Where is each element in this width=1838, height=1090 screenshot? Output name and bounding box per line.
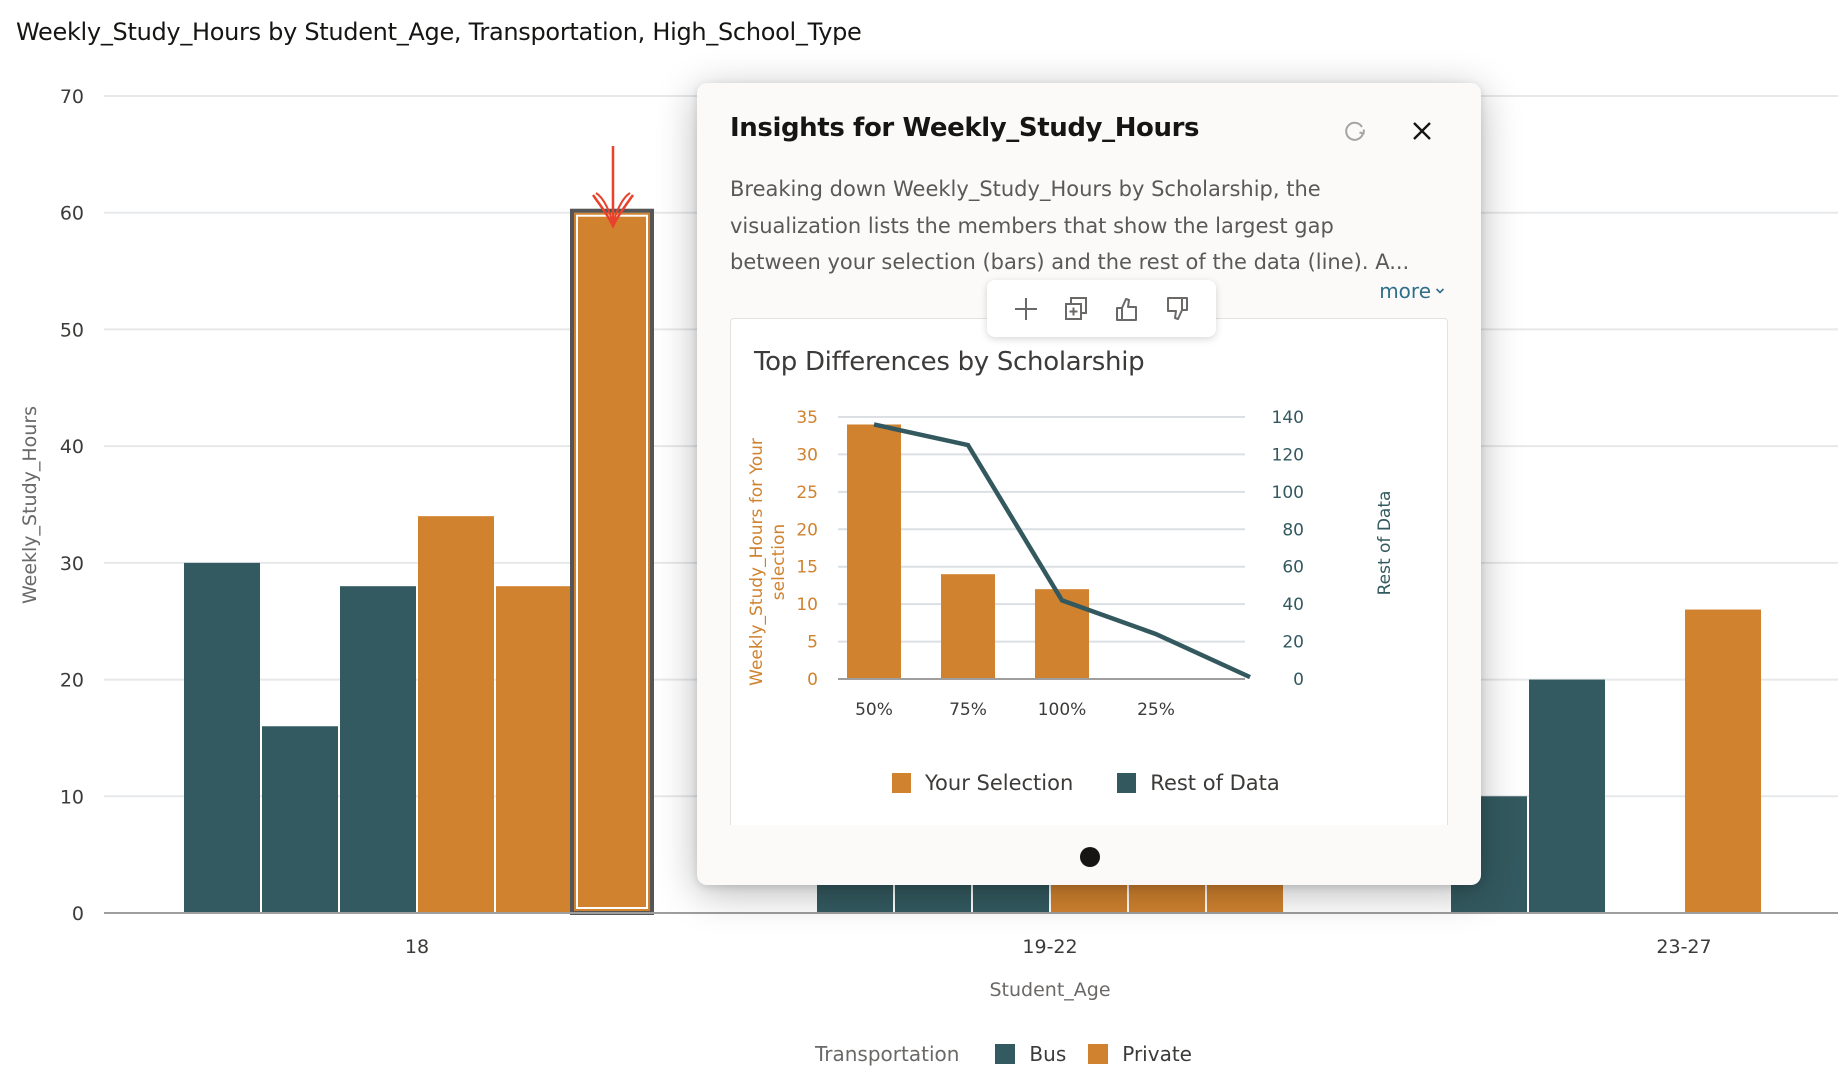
legend-swatch-private — [1088, 1044, 1109, 1064]
x-tick-label: 18 — [405, 936, 429, 958]
add-to-canvas-button[interactable] — [1056, 289, 1096, 329]
bar-private[interactable] — [418, 516, 494, 913]
description-line: between your selection (bars) and the re… — [730, 250, 1410, 274]
right-tick-label: 80 — [1282, 520, 1304, 540]
y-tick-label: 40 — [60, 436, 84, 458]
right-tick-label: 120 — [1272, 445, 1304, 465]
right-tick-label: 60 — [1282, 558, 1304, 578]
inner-x-tick-label: 25% — [1137, 700, 1175, 720]
popup-title: Insights for Weekly_Study_Hours — [730, 113, 1200, 143]
left-tick-label: 35 — [796, 408, 818, 428]
description-line: Breaking down Weekly_Study_Hours by Scho… — [730, 177, 1321, 201]
chart-legend: Transportation Bus Private — [815, 1042, 1214, 1066]
inner-right-axis-title: Rest of Data — [1375, 491, 1395, 596]
inner-left-axis-title-line2: selection — [769, 524, 789, 600]
legend-item-private[interactable]: Private — [1122, 1042, 1192, 1066]
x-axis-ticks: 18 19-22 23-27 — [405, 936, 1712, 958]
left-tick-label: 25 — [796, 483, 818, 503]
more-label: more — [1379, 279, 1431, 303]
description-line: visualization lists the members that sho… — [730, 213, 1334, 238]
top-differences-chart: 0 5 10 15 20 25 30 35 0 20 40 60 80 100 120 140 50% 75%… — [747, 408, 1395, 720]
right-tick-label: 20 — [1282, 633, 1304, 653]
insight-card-title: Top Differences by Scholarship — [754, 347, 1145, 377]
bar-bus[interactable] — [340, 586, 416, 913]
bar-bus[interactable] — [184, 562, 260, 913]
y-tick-label: 20 — [60, 670, 84, 692]
insight-action-toolbar — [987, 280, 1216, 337]
legend-swatch-rest-of-data — [1117, 773, 1137, 793]
like-button[interactable] — [1107, 289, 1147, 329]
y-tick-label: 50 — [60, 319, 84, 341]
insight-card[interactable]: Top Differences by Scholarship 0 5 10 15 20 2… — [730, 318, 1448, 825]
inner-x-tick-label: 75% — [949, 700, 987, 720]
legend-swatch-your-selection — [892, 773, 911, 793]
copy-add-icon — [1065, 296, 1088, 320]
x-tick-label: 19-22 — [1022, 936, 1077, 958]
left-tick-label: 0 — [807, 670, 818, 690]
selection-bar[interactable] — [1035, 589, 1089, 679]
plus-icon — [1015, 297, 1038, 320]
inner-x-tick-label: 50% — [855, 700, 893, 720]
bar-private[interactable] — [496, 586, 572, 913]
bar-private[interactable] — [1685, 609, 1761, 913]
bar-private[interactable] — [574, 212, 650, 913]
rest-of-data-line — [873, 422, 1251, 680]
insights-popup: Insights for Weekly_Study_Hours Breaking… — [697, 83, 1481, 885]
y-tick-label: 0 — [72, 903, 84, 925]
selection-bar[interactable] — [941, 574, 995, 679]
left-tick-label: 10 — [796, 595, 818, 615]
inner-bars — [847, 424, 1089, 679]
legend-swatch-bus — [995, 1044, 1016, 1064]
x-tick-label: 23-27 — [1656, 936, 1711, 958]
dislike-button[interactable] — [1157, 289, 1197, 329]
legend-item-rest-of-data[interactable]: Rest of Data — [1150, 771, 1280, 795]
insight-description: Breaking down Weekly_Study_Hours by Scho… — [730, 171, 1450, 281]
left-tick-label: 15 — [796, 558, 818, 578]
right-tick-label: 140 — [1272, 408, 1304, 428]
y-tick-label: 60 — [60, 203, 84, 225]
page-indicator-dot[interactable] — [1080, 847, 1100, 867]
thumbs-up-icon — [1115, 297, 1137, 321]
x-axis-title: Student_Age — [989, 979, 1110, 1001]
bar-bus[interactable] — [262, 726, 338, 913]
right-tick-label: 0 — [1293, 670, 1304, 690]
selection-bar[interactable] — [847, 424, 901, 679]
y-axis-ticks: 0 10 20 30 40 50 60 70 — [60, 86, 84, 925]
left-tick-label: 5 — [807, 633, 818, 653]
thumbs-down-icon — [1166, 296, 1188, 320]
more-link[interactable]: more — [1379, 279, 1445, 303]
inner-x-tick-label: 100% — [1038, 700, 1087, 720]
left-tick-label: 30 — [796, 445, 818, 465]
add-button[interactable] — [1006, 289, 1046, 329]
y-tick-label: 30 — [60, 553, 84, 575]
legend-item-your-selection[interactable]: Your Selection — [925, 771, 1074, 795]
chart-title: Weekly_Study_Hours by Student_Age, Trans… — [16, 18, 862, 46]
y-tick-label: 70 — [60, 86, 84, 108]
inner-x-axis-ticks: 50% 75% 100% 25% — [855, 700, 1175, 720]
inner-legend: Your Selection Rest of Data — [892, 771, 1324, 795]
legend-item-bus[interactable]: Bus — [1029, 1042, 1067, 1066]
close-button[interactable] — [1404, 113, 1440, 149]
y-axis-title: Weekly_Study_Hours — [19, 406, 41, 604]
inner-left-axis-title: Weekly_Study_Hours for Your — [747, 438, 767, 686]
y-tick-label: 10 — [60, 786, 84, 808]
chevron-down-icon — [1435, 288, 1445, 294]
close-icon — [1413, 122, 1431, 140]
inner-left-axis-ticks: 0 5 10 15 20 25 30 35 — [796, 408, 818, 690]
right-tick-label: 100 — [1272, 483, 1304, 503]
bar-bus[interactable] — [1529, 679, 1605, 913]
legend-title: Transportation — [815, 1042, 960, 1066]
left-tick-label: 20 — [796, 520, 818, 540]
right-tick-label: 40 — [1282, 595, 1304, 615]
refresh-button[interactable] — [1337, 113, 1373, 149]
bars — [184, 208, 1761, 915]
refresh-icon — [1345, 121, 1365, 141]
inner-right-axis-ticks: 0 20 40 60 80 100 120 140 — [1272, 408, 1304, 690]
